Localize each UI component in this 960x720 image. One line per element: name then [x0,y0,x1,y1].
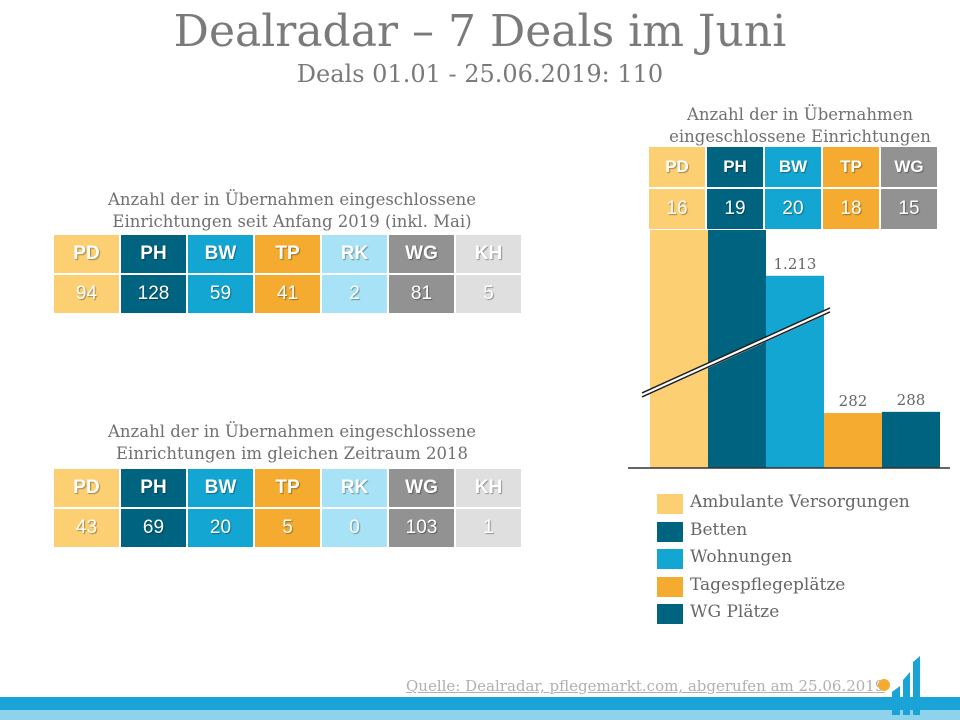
header-tp: TP [823,147,879,187]
value-ph: 128 [121,275,186,313]
header-rk: RK [322,235,387,273]
value-tp: 18 [823,189,879,229]
table-2018-caption-line1: Anzahl der in Übernahmen eingeschlossene [108,422,476,441]
table-2019-caption-line2: Einrichtungen seit Anfang 2019 (inkl. Ma… [112,212,472,231]
legend-label: WG Plätze [690,602,780,622]
bar-value-label: 1.213 [774,255,817,273]
bar [766,275,824,468]
header-bw: BW [188,235,253,273]
value-kh: 5 [456,275,521,313]
value-bw: 20 [188,509,253,547]
bar-value-label: 288 [897,391,926,409]
legend-label: Betten [690,519,748,540]
header-rk: RK [322,469,387,507]
legend-swatch [657,494,683,514]
value-rk: 2 [322,275,387,313]
value-pd: 94 [54,275,119,313]
header-wg: WG [389,469,454,507]
value-wg: 81 [389,275,454,313]
legend-label: Ambulante Versorgungen [690,492,910,512]
legend-label: Wohnungen [690,547,793,567]
header-ph: PH [121,469,186,507]
table-june-caption-line1: Anzahl der in Übernahmen [686,105,914,124]
value-rk: 0 [322,509,387,547]
header-bw: BW [765,147,821,187]
header-tp: TP [255,469,320,507]
bar [882,411,940,468]
pflegemarkt-logo-icon [878,656,920,715]
legend-swatch [657,549,683,569]
bar-value-label: 282 [839,392,868,410]
table-2019-caption-line1: Anzahl der in Übernahmen eingeschlossene [108,190,476,209]
table-2019-caption: Anzahl der in Übernahmen eingeschlossene… [52,189,532,233]
header-bw: BW [188,469,253,507]
header-wg: WG [881,147,937,187]
header-tp: TP [255,235,320,273]
axis-break-line [641,311,831,398]
header-wg: WG [389,235,454,273]
bar [708,230,766,468]
table-june-caption: Anzahl der in Übernahmen eingeschlossene… [640,104,960,148]
table-2018-caption-line2: Einrichtungen im gleichen Zeitraum 2018 [116,444,468,463]
header-pd: PD [54,469,119,507]
value-tp: 41 [255,275,320,313]
legend-swatch [657,576,683,597]
table-2018-caption: Anzahl der in Übernahmen eingeschlossene… [52,421,532,465]
bar [824,413,882,468]
header-pd: PD [54,235,119,273]
footer-bar [0,697,960,710]
header-ph: PH [121,235,186,273]
value-kh: 1 [456,509,521,547]
header-ph: PH [707,147,763,187]
page-subtitle: Deals 01.01 - 25.06.2019: 110 [296,60,664,88]
header-pd: PD [649,147,705,187]
value-pd: 43 [54,509,119,547]
value-bw: 59 [188,275,253,313]
table-2019: PD PH BW TP RK WG KH 94 128 59 41 2 81 5 [52,233,523,315]
table-june: PD PH BW TP WG 16 19 20 18 15 [647,145,939,231]
axis-break-line [641,307,831,394]
value-tp: 5 [255,509,320,547]
legend-label: Tagespflegeplätze [690,574,846,595]
value-bw: 20 [765,189,821,229]
legend-swatch [657,604,683,624]
value-pd: 16 [649,189,705,229]
table-2018: PD PH BW TP RK WG KH 43 69 20 5 0 103 1 [52,467,523,549]
header-kh: KH [456,469,521,507]
value-wg: 103 [389,509,454,547]
value-wg: 15 [881,189,937,229]
table-june-caption-line2: eingeschlossene Einrichtungen [669,127,931,146]
value-ph: 69 [121,509,186,547]
page-title: Dealradar – 7 Deals im Juni [173,6,787,57]
source-link[interactable]: Quelle: Dealradar, pflegemarkt.com, abge… [406,677,885,695]
footer-bar-light [0,710,960,720]
header-kh: KH [456,235,521,273]
bar [650,230,708,468]
legend-swatch [657,521,683,542]
value-ph: 19 [707,189,763,229]
